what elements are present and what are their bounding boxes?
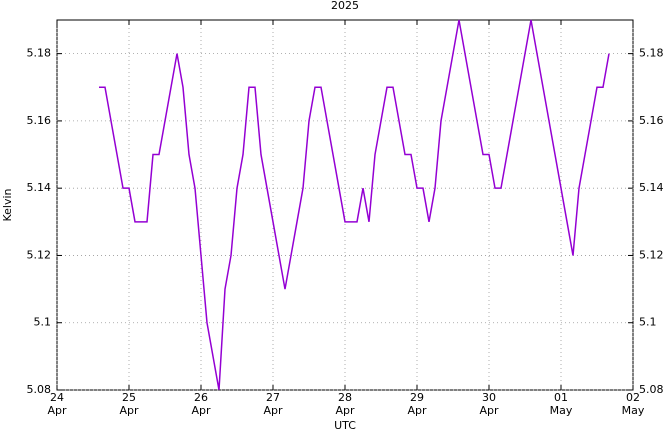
x-axis-label: UTC <box>334 419 356 432</box>
x-tick-label: Apr <box>479 404 499 417</box>
x-tick-label: May <box>550 404 573 417</box>
y-tick-label: 5.14 <box>27 181 52 194</box>
y2-tick-label: 5.08 <box>639 383 664 396</box>
x-tick-label: Apr <box>47 404 67 417</box>
x-tick-label: 01 <box>554 391 568 404</box>
x-tick-label: 26 <box>194 391 208 404</box>
x-tick-label: May <box>622 404 645 417</box>
y-tick-label: 5.1 <box>34 316 52 329</box>
y-tick-label: 5.12 <box>27 248 52 261</box>
y2-tick-label: 5.12 <box>639 248 664 261</box>
x-tick-label: 24 <box>50 391 64 404</box>
x-tick-label: 25 <box>122 391 136 404</box>
x-tick-label: 02 <box>626 391 640 404</box>
y2-tick-label: 5.1 <box>639 316 657 329</box>
x-tick-label: Apr <box>119 404 139 417</box>
data-line <box>99 19 610 391</box>
x-tick-label: Apr <box>335 404 355 417</box>
y2-tick-label: 5.16 <box>639 114 664 127</box>
x-tick-label: Apr <box>263 404 283 417</box>
x-tick-label: 28 <box>338 391 352 404</box>
y-tick-label: 5.18 <box>27 47 52 60</box>
x-tick-label: 30 <box>482 391 496 404</box>
x-tick-label: 29 <box>410 391 424 404</box>
y2-tick-label: 5.14 <box>639 181 664 194</box>
x-tick-label: Apr <box>191 404 211 417</box>
x-tick-label: 27 <box>266 391 280 404</box>
x-tick-label: Apr <box>407 404 427 417</box>
y-tick-label: 5.16 <box>27 114 52 127</box>
y-tick-label: 5.08 <box>27 383 52 396</box>
y2-tick-label: 5.18 <box>639 47 664 60</box>
chart-title: 2025 <box>331 0 359 12</box>
y-axis-label: Kelvin <box>1 188 14 221</box>
